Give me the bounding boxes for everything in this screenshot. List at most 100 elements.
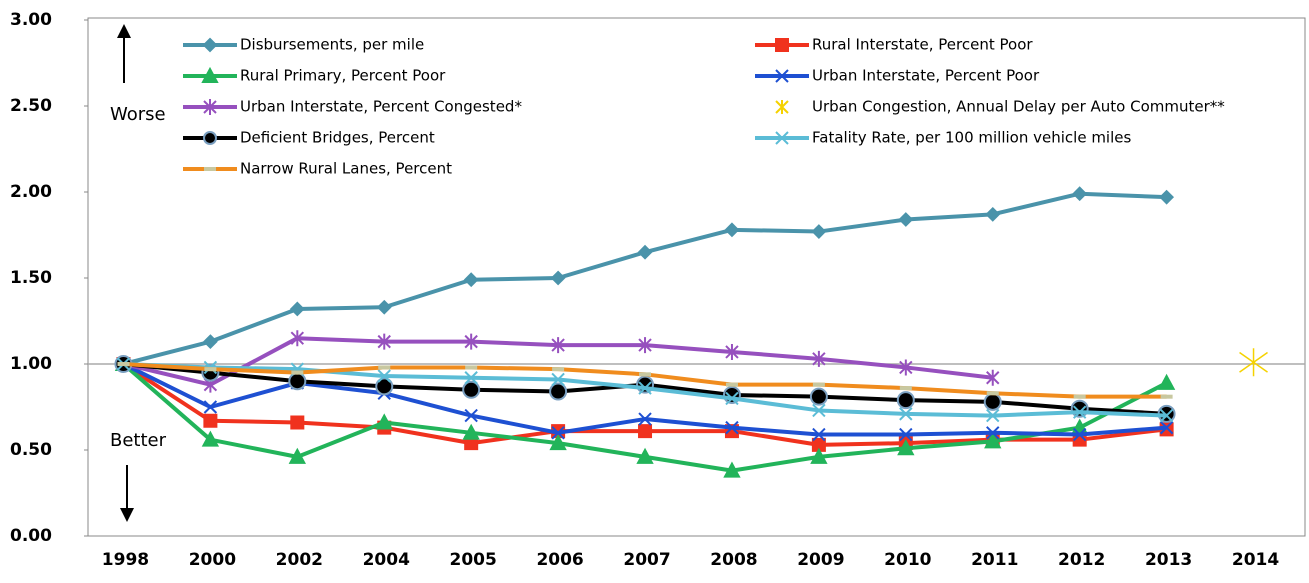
marker bbox=[375, 413, 393, 430]
x-tick-label: 2013 bbox=[1145, 550, 1192, 570]
legend-label: Disbursements, per mile bbox=[240, 36, 424, 54]
legend-label: Deficient Bridges, Percent bbox=[240, 129, 435, 147]
x-tick-label: 2007 bbox=[623, 550, 670, 570]
x-tick-label: 2011 bbox=[971, 550, 1018, 570]
marker bbox=[983, 392, 1002, 411]
y-tick-label: 1.50 bbox=[10, 268, 52, 288]
marker bbox=[812, 403, 826, 418]
marker bbox=[725, 343, 739, 360]
marker bbox=[811, 224, 827, 239]
marker bbox=[375, 377, 394, 396]
marker bbox=[725, 420, 739, 435]
x-tick-label: 2004 bbox=[363, 550, 410, 570]
marker bbox=[723, 461, 741, 478]
legend-marker bbox=[775, 131, 789, 145]
legend-label: Urban Interstate, Percent Poor bbox=[812, 67, 1040, 85]
marker bbox=[899, 427, 913, 442]
x-tick-label: 1998 bbox=[102, 550, 149, 570]
marker bbox=[638, 424, 653, 439]
marker bbox=[636, 447, 654, 464]
marker bbox=[201, 430, 220, 447]
marker bbox=[812, 427, 826, 442]
annotation: Worse bbox=[110, 104, 166, 125]
marker bbox=[986, 369, 1000, 386]
marker bbox=[725, 391, 739, 406]
marker bbox=[464, 333, 478, 350]
marker bbox=[1159, 408, 1174, 423]
marker bbox=[1157, 373, 1176, 390]
marker bbox=[810, 447, 828, 464]
marker bbox=[551, 426, 565, 440]
marker bbox=[986, 408, 1000, 423]
legend-label: Urban Congestion, Annual Delay per Auto … bbox=[812, 98, 1225, 116]
marker bbox=[203, 413, 218, 428]
legend-marker bbox=[203, 131, 217, 145]
marker bbox=[1159, 420, 1174, 435]
marker bbox=[1159, 189, 1175, 205]
marker bbox=[462, 380, 481, 399]
x-tick-label: 2014 bbox=[1232, 550, 1279, 570]
marker bbox=[1072, 405, 1087, 419]
x-tick-label: 2008 bbox=[710, 550, 757, 570]
marker bbox=[984, 432, 1002, 449]
marker bbox=[464, 371, 478, 385]
y-tick-label: 0.50 bbox=[10, 440, 52, 460]
marker bbox=[377, 369, 391, 383]
marker bbox=[638, 337, 652, 354]
x-tick-label: 2012 bbox=[1058, 550, 1105, 570]
arrow-head bbox=[117, 24, 131, 38]
marker bbox=[290, 415, 305, 430]
legend-label: Narrow Rural Lanes, Percent bbox=[240, 160, 452, 178]
marker bbox=[985, 206, 1001, 222]
legend-marker bbox=[202, 37, 218, 53]
x-tick-label: 2005 bbox=[450, 550, 497, 570]
marker bbox=[638, 412, 652, 426]
marker bbox=[202, 334, 218, 350]
marker bbox=[550, 270, 566, 286]
marker bbox=[203, 400, 218, 414]
y-tick-label: 2.00 bbox=[10, 182, 52, 202]
marker bbox=[638, 381, 652, 395]
marker bbox=[290, 330, 305, 347]
marker bbox=[986, 426, 1000, 440]
legend-marker bbox=[201, 66, 219, 83]
annotation: Better bbox=[110, 430, 167, 451]
marker bbox=[1072, 427, 1087, 442]
marker bbox=[551, 372, 565, 387]
plot-frame bbox=[87, 17, 1306, 537]
marker bbox=[811, 437, 826, 452]
marker bbox=[1072, 186, 1088, 202]
marker bbox=[809, 387, 828, 406]
x-tick-label: 2009 bbox=[797, 550, 844, 570]
legend-marker bbox=[203, 99, 217, 115]
marker bbox=[288, 447, 306, 464]
marker bbox=[463, 272, 479, 288]
y-tick-label: 2.50 bbox=[10, 96, 52, 116]
legend-label: Rural Interstate, Percent Poor bbox=[812, 36, 1033, 54]
x-tick-label: 2000 bbox=[189, 550, 236, 570]
marker bbox=[899, 407, 913, 421]
marker bbox=[551, 337, 565, 354]
x-tick-label: 2002 bbox=[276, 550, 323, 570]
marker bbox=[288, 372, 307, 391]
marker bbox=[549, 382, 568, 401]
marker bbox=[464, 408, 478, 423]
legend-label: Urban Interstate, Percent Congested* bbox=[240, 98, 522, 116]
y-tick-label: 0.00 bbox=[10, 526, 52, 546]
arrow-head bbox=[120, 508, 134, 522]
marker bbox=[1239, 348, 1268, 377]
y-tick-label: 3.00 bbox=[10, 10, 52, 30]
marker bbox=[899, 359, 913, 376]
legend-label: Rural Primary, Percent Poor bbox=[240, 67, 446, 85]
x-tick-label: 2010 bbox=[884, 550, 931, 570]
legend-marker bbox=[775, 69, 789, 83]
marker bbox=[897, 439, 915, 456]
marker bbox=[289, 301, 305, 317]
marker bbox=[812, 350, 826, 367]
marker bbox=[898, 212, 914, 227]
legend-marker bbox=[775, 38, 789, 52]
legend-label: Fatality Rate, per 100 million vehicle m… bbox=[812, 129, 1131, 147]
marker bbox=[376, 299, 392, 315]
x-tick-label: 2006 bbox=[536, 550, 583, 570]
